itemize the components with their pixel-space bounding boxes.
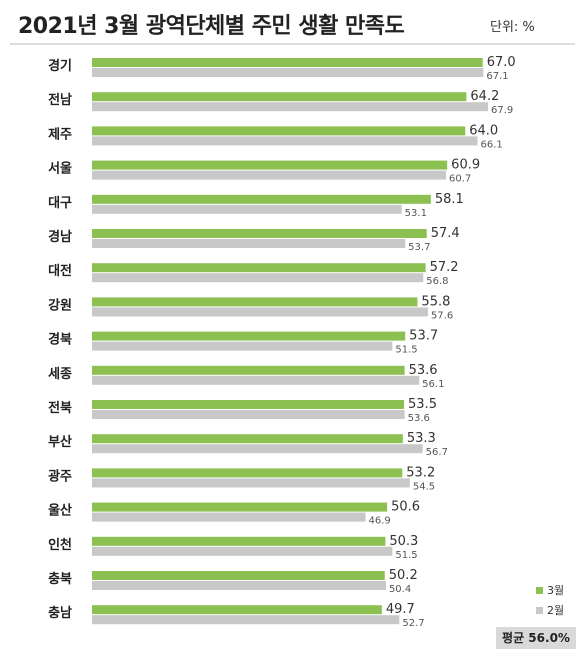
bar-march bbox=[92, 297, 418, 307]
value-label-march: 58.1 bbox=[435, 192, 464, 207]
bar-february bbox=[92, 341, 393, 351]
category-label: 세종 bbox=[48, 367, 72, 382]
bar-february bbox=[92, 68, 484, 77]
bar-march bbox=[92, 571, 385, 580]
value-label-march: 57.2 bbox=[430, 260, 459, 275]
value-label-february: 57.6 bbox=[431, 310, 453, 321]
legend-item-february: 2월 bbox=[536, 600, 564, 620]
value-label-march: 67.0 bbox=[487, 55, 516, 70]
bar-march bbox=[92, 400, 405, 409]
value-label-march: 50.3 bbox=[389, 534, 418, 549]
bar-march bbox=[92, 331, 406, 341]
value-label-march: 53.3 bbox=[407, 431, 436, 446]
category-label: 충북 bbox=[48, 571, 72, 587]
category-label: 경기 bbox=[48, 58, 72, 74]
category-label: 울산 bbox=[48, 503, 72, 519]
bar-february bbox=[92, 273, 424, 283]
value-label-march: 55.8 bbox=[421, 294, 450, 309]
category-label: 전남 bbox=[48, 92, 72, 108]
bar-february bbox=[92, 444, 423, 454]
bar-february bbox=[92, 478, 410, 488]
legend-swatch-february bbox=[536, 606, 543, 614]
bar-march bbox=[92, 502, 388, 512]
bar-february bbox=[92, 170, 447, 180]
legend-label-march: 3월 bbox=[547, 584, 565, 597]
value-label-february: 52.7 bbox=[402, 618, 424, 629]
bar-march bbox=[92, 365, 405, 375]
value-label-march: 53.5 bbox=[408, 397, 437, 412]
average-badge: 평균 56.0% bbox=[496, 627, 576, 649]
category-label: 강원 bbox=[48, 297, 72, 313]
bar-february bbox=[92, 239, 406, 248]
legend-label-february: 2월 bbox=[547, 604, 565, 617]
category-label: 서울 bbox=[48, 161, 72, 177]
legend: 3월 2월 bbox=[536, 580, 564, 620]
value-label-february: 67.9 bbox=[491, 105, 513, 116]
bar-march bbox=[92, 536, 386, 546]
category-label: 인천 bbox=[48, 537, 72, 553]
value-label-february: 51.5 bbox=[395, 345, 417, 356]
bar-march bbox=[92, 263, 426, 273]
unit-label: 단위: % bbox=[490, 20, 535, 35]
value-label-march: 50.6 bbox=[391, 500, 420, 515]
bar-february bbox=[92, 410, 405, 419]
value-label-march: 57.4 bbox=[431, 226, 460, 241]
value-label-march: 60.9 bbox=[451, 158, 480, 173]
value-label-march: 53.2 bbox=[406, 465, 435, 480]
bar-february bbox=[92, 102, 488, 112]
value-label-february: 53.6 bbox=[408, 413, 430, 424]
bar-march bbox=[92, 605, 382, 615]
category-label: 제주 bbox=[48, 127, 72, 142]
value-label-february: 53.7 bbox=[408, 242, 430, 253]
chart-title: 2021년 3월 광역단체별 주민 생활 만족도 bbox=[18, 14, 405, 39]
category-label: 광주 bbox=[48, 469, 72, 484]
legend-swatch-march bbox=[536, 586, 543, 594]
value-label-february: 54.5 bbox=[413, 481, 435, 492]
bar-march bbox=[92, 434, 403, 444]
bar-february bbox=[92, 546, 393, 556]
value-label-february: 56.8 bbox=[426, 276, 448, 287]
value-label-february: 51.5 bbox=[395, 550, 417, 561]
bar-march bbox=[92, 92, 467, 102]
value-label-february: 56.1 bbox=[422, 379, 444, 390]
category-label: 부산 bbox=[48, 434, 72, 450]
bar-march bbox=[92, 194, 431, 204]
bar-march bbox=[92, 229, 427, 238]
value-label-march: 64.0 bbox=[469, 123, 498, 138]
bar-february bbox=[92, 581, 386, 590]
bar-february bbox=[92, 375, 420, 385]
value-label-march: 50.2 bbox=[389, 568, 418, 583]
category-label: 경남 bbox=[48, 229, 72, 245]
category-label: 경북 bbox=[48, 332, 72, 348]
bar-march bbox=[92, 160, 448, 170]
value-label-february: 66.1 bbox=[481, 139, 503, 150]
category-label: 충남 bbox=[48, 605, 72, 621]
bar-february bbox=[92, 615, 400, 625]
bar-march bbox=[92, 58, 483, 67]
category-label: 전북 bbox=[48, 400, 72, 416]
value-label-february: 53.1 bbox=[405, 208, 427, 219]
value-label-february: 46.9 bbox=[369, 516, 391, 527]
value-label-march: 49.7 bbox=[386, 602, 415, 617]
category-label: 대구 bbox=[48, 196, 72, 211]
value-label-february: 60.7 bbox=[449, 174, 471, 185]
value-label-march: 53.7 bbox=[409, 329, 438, 344]
bar-march bbox=[92, 126, 466, 136]
category-label: 대전 bbox=[48, 263, 72, 279]
value-label-march: 64.2 bbox=[470, 89, 499, 104]
value-label-february: 50.4 bbox=[389, 584, 411, 595]
bar-february bbox=[92, 136, 478, 146]
bar-february bbox=[92, 204, 402, 214]
value-label-february: 56.7 bbox=[426, 447, 448, 458]
value-label-march: 53.6 bbox=[409, 363, 438, 378]
legend-item-march: 3월 bbox=[536, 580, 564, 600]
bar-february bbox=[92, 512, 366, 522]
bar-february bbox=[92, 307, 428, 317]
bar-march bbox=[92, 468, 403, 478]
value-label-february: 67.1 bbox=[486, 71, 508, 82]
